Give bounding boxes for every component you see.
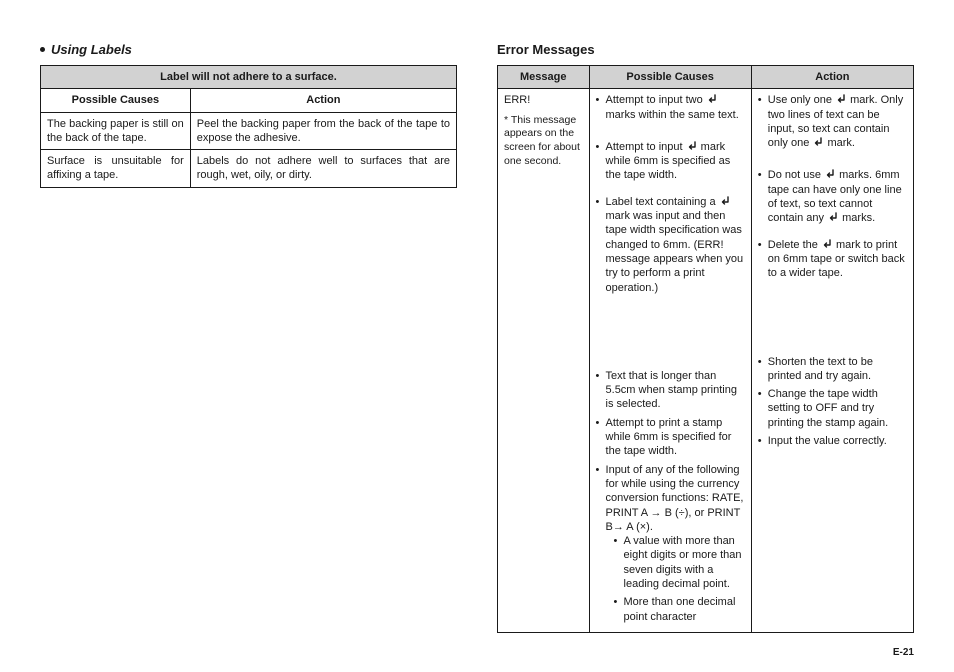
action-item: Shorten the text to be printed and try a…: [758, 355, 907, 384]
cause-item: Text that is longer than 5.5cm when stam…: [596, 369, 745, 412]
using-labels-heading-text: Using Labels: [51, 42, 132, 57]
note-text: This message appears on the screen for a…: [504, 114, 580, 167]
labels-table-header-1: Action: [190, 89, 456, 112]
cause-item: Attempt to print a stamp while 6mm is sp…: [596, 416, 745, 459]
error-message-primary: ERR!: [504, 93, 583, 107]
error-actions-cell: Use only one mark. Only two lines of tex…: [751, 89, 913, 633]
cause-sub-item: More than one decimal point character: [614, 595, 745, 624]
labels-table-cell: The backing paper is still on the back o…: [41, 112, 191, 150]
bullet-icon: [40, 47, 45, 52]
cause-item: Attempt to input two marks within the sa…: [596, 93, 745, 122]
error-message-cell: ERR! * This message appears on the scree…: [498, 89, 590, 633]
error-table-header-1: Possible Causes: [589, 66, 751, 89]
error-table-header-2: Action: [751, 66, 913, 89]
action-item: Input the value correctly.: [758, 434, 907, 448]
cause-item: Attempt to input mark while 6mm is speci…: [596, 140, 745, 183]
left-column: Using Labels Label will not adhere to a …: [40, 42, 457, 633]
using-labels-heading: Using Labels: [40, 42, 457, 57]
causes-list: Attempt to input two marks within the sa…: [596, 93, 745, 624]
cause-sub-item: A value with more than eight digits or m…: [614, 534, 745, 591]
cause-item: Label text containing a mark was input a…: [596, 195, 745, 295]
page-number: E-21: [893, 647, 914, 658]
error-message-note: * This message appears on the screen for…: [504, 114, 583, 169]
labels-table-caption: Label will not adhere to a surface.: [41, 66, 457, 89]
actions-list: Use only one mark. Only two lines of tex…: [758, 93, 907, 448]
right-column: Error Messages Message Possible Causes A…: [497, 42, 914, 633]
labels-table-cell: Peel the backing paper from the back of …: [190, 112, 456, 150]
cause-sub-list: A value with more than eight digits or m…: [606, 534, 745, 624]
labels-table-cell: Labels do not adhere well to surfaces th…: [190, 150, 456, 188]
labels-table: Label will not adhere to a surface. Poss…: [40, 65, 457, 188]
action-item: Delete the mark to print on 6mm tape or …: [758, 238, 907, 281]
labels-table-cell: Surface is unsuitable for affixing a tap…: [41, 150, 191, 188]
labels-table-header-0: Possible Causes: [41, 89, 191, 112]
note-prefix: *: [504, 114, 511, 126]
action-item: Do not use marks. 6mm tape can have only…: [758, 168, 907, 225]
cause-item: Input of any of the following for while …: [596, 463, 745, 624]
action-item: Use only one mark. Only two lines of tex…: [758, 93, 907, 150]
error-messages-heading: Error Messages: [497, 42, 914, 57]
error-table-header-0: Message: [498, 66, 590, 89]
error-causes-cell: Attempt to input two marks within the sa…: [589, 89, 751, 633]
error-table: Message Possible Causes Action ERR! * Th…: [497, 65, 914, 633]
action-item: Change the tape width setting to OFF and…: [758, 387, 907, 430]
